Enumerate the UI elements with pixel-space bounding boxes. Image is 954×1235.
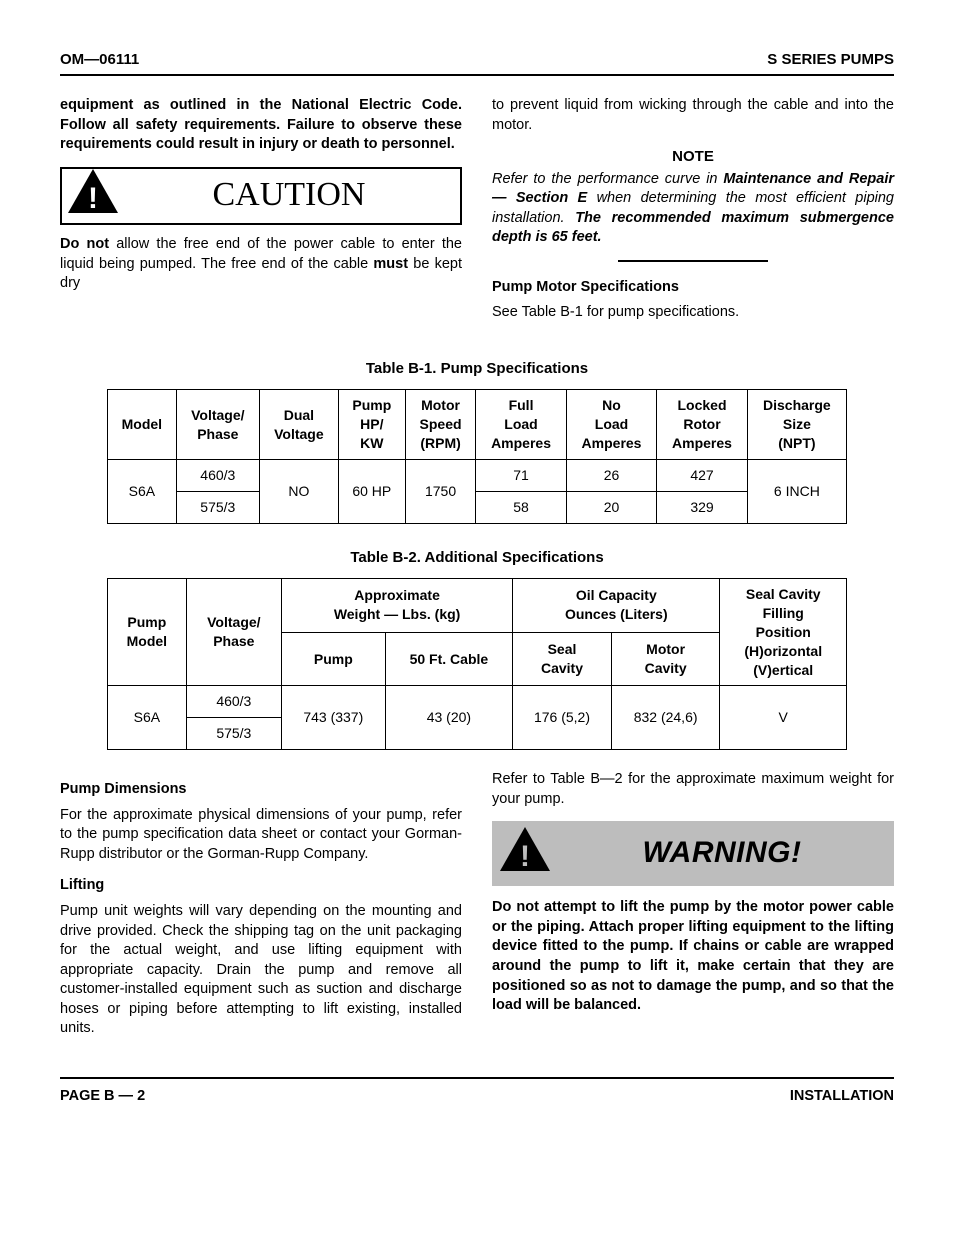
page-header: OM—06111 S SERIES PUMPS: [60, 50, 894, 76]
table1-caption: Table B-1. Pump Specifications: [60, 359, 894, 379]
th-discharge: DischargeSize(NPT): [747, 390, 846, 460]
td-nl-2: 20: [566, 491, 656, 523]
svg-text:!: !: [520, 840, 530, 873]
page-footer: PAGE B — 2 INSTALLATION: [60, 1077, 894, 1107]
motor-spec-heading: Pump Motor Specifications: [492, 278, 894, 298]
td-voltage-1: 460/3: [176, 459, 259, 491]
th2-motorcav: MotorCavity: [611, 632, 720, 686]
th2-oil: Oil CapacityOunces (Liters): [513, 578, 720, 632]
header-left: OM—06111: [60, 50, 139, 70]
note-heading: NOTE: [492, 147, 894, 167]
bottom-columns: Pump Dimensions For the approximate phys…: [60, 770, 894, 1051]
top-columns: equipment as outlined in the National El…: [60, 96, 894, 335]
caution-label: CAUTION: [128, 172, 450, 218]
table-row: PumpModel Voltage/Phase ApproximateWeigh…: [108, 578, 847, 632]
warning-box: ! WARNING!: [492, 821, 894, 886]
short-rule: [618, 260, 768, 262]
footer-left: PAGE B — 2: [60, 1087, 145, 1107]
table-2: PumpModel Voltage/Phase ApproximateWeigh…: [107, 578, 847, 750]
warning-label: WARNING!: [560, 833, 884, 874]
td2-sealoil: 176 (5,2): [513, 686, 612, 750]
cable-paragraph: Do not allow the free end of the power c…: [60, 235, 462, 294]
th-fl: FullLoadAmperes: [476, 390, 566, 460]
refer-table-b2: Refer to Table B—2 for the approximate m…: [492, 770, 894, 809]
table2-caption: Table B-2. Additional Specifications: [60, 548, 894, 568]
top-col-right: to prevent liquid from wicking through t…: [492, 96, 894, 335]
td-lr-2: 329: [657, 491, 747, 523]
motor-spec-text: See Table B-1 for pump specifications.: [492, 303, 894, 323]
td-discharge: 6 INCH: [747, 459, 846, 523]
td2-pos: V: [720, 686, 847, 750]
td-fl-1: 71: [476, 459, 566, 491]
td2-voltage-2: 575/3: [186, 718, 281, 750]
warning-triangle-icon: !: [498, 825, 552, 880]
bottom-col-left: Pump Dimensions For the approximate phys…: [60, 770, 462, 1051]
th2-model: PumpModel: [108, 578, 187, 685]
header-right: S SERIES PUMPS: [767, 50, 894, 70]
th-lr: LockedRotorAmperes: [657, 390, 747, 460]
td-fl-2: 58: [476, 491, 566, 523]
dim-heading: Pump Dimensions: [60, 780, 462, 800]
th-dual: DualVoltage: [259, 390, 338, 460]
wicking-paragraph: to prevent liquid from wicking through t…: [492, 96, 894, 135]
caution-box: ! CAUTION: [60, 167, 462, 225]
th2-voltage: Voltage/Phase: [186, 578, 281, 685]
donot-bold: Do not: [60, 236, 109, 252]
td-hp: 60 HP: [338, 459, 405, 523]
td-dual: NO: [259, 459, 338, 523]
th2-sealcav: SealCavity: [513, 632, 612, 686]
safety-paragraph: equipment as outlined in the National El…: [60, 96, 462, 155]
th-hp: PumpHP/KW: [338, 390, 405, 460]
th2-cable: 50 Ft. Cable: [385, 632, 513, 686]
bottom-col-right: Refer to Table B—2 for the approximate m…: [492, 770, 894, 1028]
lifting-heading: Lifting: [60, 876, 462, 896]
lifting-text: Pump unit weights will vary depending on…: [60, 902, 462, 1039]
th-model: Model: [108, 390, 177, 460]
td-model: S6A: [108, 459, 177, 523]
th2-pump: Pump: [281, 632, 385, 686]
note-body: Refer to the performance curve in Mainte…: [492, 170, 894, 248]
th2-weight: ApproximateWeight — Lbs. (kg): [281, 578, 512, 632]
th-voltage: Voltage/Phase: [176, 390, 259, 460]
th-nl: NoLoadAmperes: [566, 390, 656, 460]
td2-cablew: 43 (20): [385, 686, 513, 750]
table-row: Model Voltage/Phase DualVoltage PumpHP/K…: [108, 390, 847, 460]
note-pre: Refer to the performance curve in: [492, 171, 723, 187]
footer-right: INSTALLATION: [790, 1087, 894, 1107]
table-row: S6A 460/3 743 (337) 43 (20) 176 (5,2) 83…: [108, 686, 847, 718]
dim-text: For the approximate physical dimensions …: [60, 806, 462, 865]
table-1: Model Voltage/Phase DualVoltage PumpHP/K…: [107, 389, 847, 523]
warning-triangle-icon: !: [66, 167, 120, 222]
table-row: 575/3 58 20 329: [108, 491, 847, 523]
td-rpm: 1750: [405, 459, 475, 523]
td-voltage-2: 575/3: [176, 491, 259, 523]
td-lr-1: 427: [657, 459, 747, 491]
table-row: S6A 460/3 NO 60 HP 1750 71 26 427 6 INCH: [108, 459, 847, 491]
top-col-left: equipment as outlined in the National El…: [60, 96, 462, 305]
warning-text: Do not attempt to lift the pump by the m…: [492, 898, 894, 1015]
th2-sealpos: Seal CavityFillingPosition(H)orizontal(V…: [720, 578, 847, 685]
td-nl-1: 26: [566, 459, 656, 491]
td2-motoroil: 832 (24,6): [611, 686, 720, 750]
must-bold: must: [373, 256, 408, 272]
td2-voltage-1: 460/3: [186, 686, 281, 718]
td2-pumpw: 743 (337): [281, 686, 385, 750]
th-speed: MotorSpeed(RPM): [405, 390, 475, 460]
td2-model: S6A: [108, 686, 187, 750]
svg-text:!: !: [88, 182, 98, 215]
